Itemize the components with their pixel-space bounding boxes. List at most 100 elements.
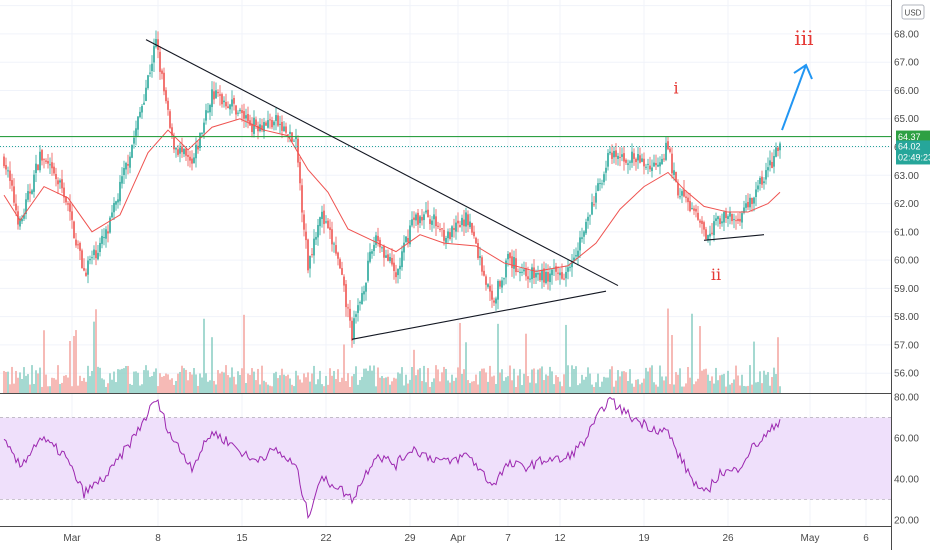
volume-bar xyxy=(69,341,71,393)
candle-body xyxy=(369,251,371,262)
volume-bar xyxy=(541,366,543,393)
descending-resistance-trendline xyxy=(145,39,619,287)
volume-bar xyxy=(113,371,115,393)
volume-bar xyxy=(547,375,549,393)
volume-bar xyxy=(621,371,623,393)
candle-body xyxy=(227,106,229,109)
volume-bar xyxy=(341,377,343,393)
candle-body xyxy=(665,142,667,160)
candle-body xyxy=(525,267,527,277)
candle-body xyxy=(449,232,451,239)
volume-bar xyxy=(221,371,223,393)
volume-bar xyxy=(639,384,641,393)
volume-bar xyxy=(437,369,439,393)
rsi-tick-label: 40.00 xyxy=(894,474,919,485)
volume-bar xyxy=(67,377,69,393)
candle-body xyxy=(719,218,721,224)
candle-body xyxy=(461,217,463,226)
volume-bar xyxy=(253,371,255,393)
candle-body xyxy=(661,158,663,165)
candle-body xyxy=(691,208,693,210)
volume-bar xyxy=(79,375,81,393)
candle-body xyxy=(143,102,145,105)
volume-bar xyxy=(519,369,521,393)
volume-bar xyxy=(531,369,533,393)
volume-bar xyxy=(623,371,625,393)
candle-body xyxy=(19,219,21,227)
volume-bar xyxy=(265,382,267,393)
volume-bar xyxy=(337,369,339,393)
volume-bar xyxy=(353,373,355,393)
volume-bar xyxy=(161,376,163,393)
volume-bar xyxy=(553,384,555,393)
volume-bar xyxy=(217,370,219,393)
candle-body xyxy=(615,150,617,157)
volume-bar xyxy=(155,368,157,393)
volume-bar xyxy=(137,372,139,393)
volume-bar xyxy=(179,371,181,393)
price-tick-label: 67.00 xyxy=(894,58,919,69)
candle-body xyxy=(431,220,433,225)
volume-bar xyxy=(35,370,37,393)
candle-body xyxy=(425,210,427,213)
volume-bar xyxy=(401,367,403,393)
candle-body xyxy=(539,272,541,281)
candlesticks[interactable] xyxy=(3,30,781,348)
candle-body xyxy=(349,308,351,321)
candle-body xyxy=(35,163,37,173)
volume-bar xyxy=(363,368,365,393)
candle-body xyxy=(181,146,183,153)
volume-bar xyxy=(653,382,655,393)
candle-body xyxy=(677,182,679,196)
candle-body xyxy=(485,276,487,285)
volume-bar xyxy=(757,381,759,393)
volume-bar xyxy=(75,330,77,393)
candle-body xyxy=(505,260,507,278)
volume-bar xyxy=(755,382,757,393)
candle-body xyxy=(559,272,561,276)
rsi-axis-ticks[interactable]: 20.00 40.00 60.00 80.00 xyxy=(894,393,919,527)
volume-bar xyxy=(9,384,11,393)
candle-body xyxy=(215,90,217,99)
volume-bar xyxy=(329,368,331,393)
trendlines[interactable] xyxy=(145,39,765,340)
candle-body xyxy=(209,104,211,113)
volume-bar xyxy=(515,386,517,393)
volume-bar xyxy=(21,378,23,393)
volume-bar xyxy=(83,377,85,393)
volume-bar xyxy=(457,367,459,393)
price-tick-label: 65.00 xyxy=(894,114,919,125)
candle-body xyxy=(153,46,155,63)
candle-body xyxy=(649,165,651,170)
candle-body xyxy=(533,267,535,278)
candle-body xyxy=(433,214,435,220)
wave-ii-label: ii xyxy=(711,265,721,284)
volume-bar xyxy=(239,374,241,393)
candle-body xyxy=(105,229,107,239)
candle-body xyxy=(101,235,103,244)
candle-body xyxy=(397,268,399,276)
currency-badge[interactable]: USD xyxy=(901,4,925,20)
volume-bar xyxy=(771,377,773,393)
price-axis-ticks[interactable]: 56.00 57.00 58.00 59.00 60.00 61.00 62.00 63.00… xyxy=(894,29,919,379)
candle-body xyxy=(717,216,719,220)
volume-bar xyxy=(727,370,729,393)
candle-body xyxy=(761,176,763,185)
volume-bar xyxy=(503,380,505,393)
price-tick-label: 62.00 xyxy=(894,199,919,210)
candle-body xyxy=(567,267,569,272)
volume-bar xyxy=(521,385,523,393)
candle-body xyxy=(205,110,207,121)
candle-body xyxy=(703,222,705,230)
volume-bar xyxy=(445,368,447,393)
volume-bar xyxy=(3,370,5,393)
candle-body xyxy=(345,284,347,308)
time-axis-labels[interactable]: Mar 8 15 22 29 Apr 7 12 19 26 May 6 xyxy=(63,533,869,544)
projection-arrow[interactable] xyxy=(781,63,813,131)
candle-body xyxy=(269,119,271,121)
volume-bar xyxy=(267,384,269,393)
candle-body xyxy=(9,170,11,181)
candle-body xyxy=(75,239,77,246)
candle-body xyxy=(281,121,283,131)
